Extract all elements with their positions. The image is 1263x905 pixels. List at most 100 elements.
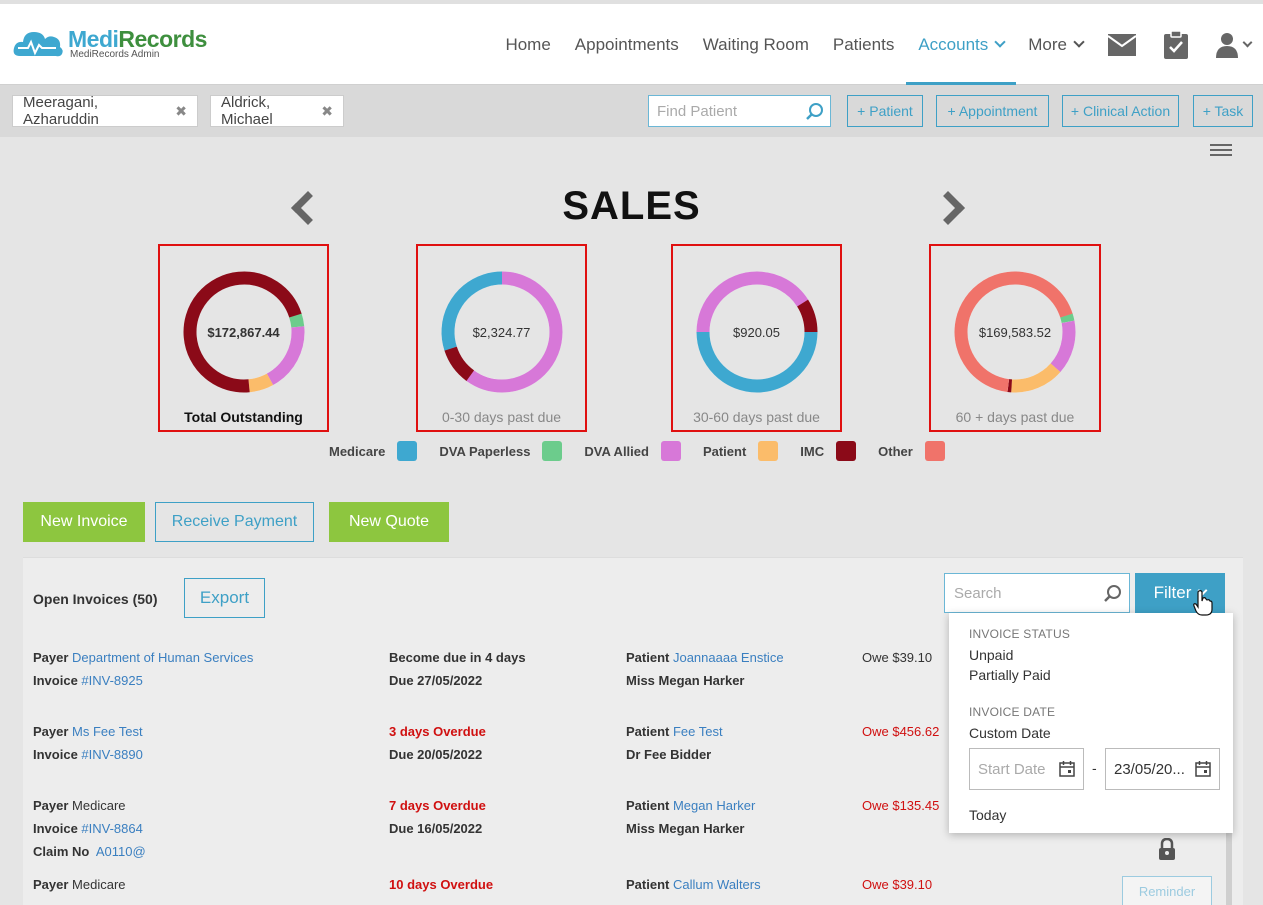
- add-appointment-button[interactable]: + Appointment: [936, 95, 1049, 127]
- due-status: 3 days Overdue: [389, 724, 486, 739]
- calendar-icon[interactable]: [1195, 760, 1211, 781]
- end-date-input[interactable]: 23/05/20...: [1105, 748, 1220, 790]
- filter-option-custom-date[interactable]: Custom Date: [969, 725, 1051, 741]
- reminder-button[interactable]: Reminder: [1122, 876, 1212, 905]
- invoice-date-heading: INVOICE DATE: [969, 705, 1056, 719]
- doctor-name: Dr Fee Bidder: [626, 747, 712, 762]
- payer-name: Medicare: [72, 877, 126, 892]
- donut-segment-imc: [183, 271, 304, 393]
- user-menu[interactable]: [1203, 4, 1263, 85]
- due-status: 10 days Overdue: [389, 877, 494, 892]
- nav-waiting-room[interactable]: Waiting Room: [702, 34, 809, 54]
- add-clinical-action-button[interactable]: + Clinical Action: [1062, 95, 1179, 127]
- cloud-logo-icon: [12, 26, 64, 60]
- filter-option-partially-paid[interactable]: Partially Paid: [969, 667, 1051, 683]
- sales-title: SALES: [562, 184, 701, 228]
- patient-tab[interactable]: Meeragani, Azharuddin ✖: [12, 94, 198, 128]
- calendar-icon[interactable]: [1059, 760, 1075, 781]
- doctor-name: Miss Megan Harker: [626, 673, 745, 688]
- nav-patients[interactable]: Patients: [832, 34, 895, 54]
- donut-chart: [183, 271, 304, 393]
- start-date-input[interactable]: Start Date: [969, 748, 1084, 790]
- owe-amount: Owe $135.45: [862, 798, 940, 813]
- filter-option-unpaid[interactable]: Unpaid: [969, 647, 1014, 663]
- due-status: Become due in 4 days: [389, 650, 526, 665]
- claim-link[interactable]: A0110@: [95, 844, 146, 859]
- donut-60-plus-days: $169,583.52 60 + days past due: [929, 244, 1101, 432]
- invoice-link[interactable]: #INV-8864: [81, 821, 143, 836]
- donut-segment-dva-allied: [441, 271, 562, 393]
- nav-accounts[interactable]: Accounts: [906, 4, 1017, 85]
- search-icon: [805, 102, 825, 126]
- top-navbar: MediRecords MediRecords Admin Home Appoi…: [0, 0, 1263, 85]
- donut-30-60-days: $920.05 30-60 days past due: [671, 244, 842, 432]
- close-icon[interactable]: ✖: [175, 102, 187, 119]
- payer-link[interactable]: Department of Human Services: [72, 650, 254, 665]
- hamburger-menu-icon[interactable]: [1210, 144, 1232, 159]
- logo-subtitle: MediRecords Admin: [70, 49, 160, 60]
- clipboard-check-icon[interactable]: [1149, 4, 1203, 85]
- nav-home[interactable]: Home: [505, 34, 551, 54]
- owe-amount: Owe $456.62: [862, 724, 940, 739]
- donut-segment-imc: [954, 271, 1076, 393]
- lock-icon: [1158, 837, 1176, 865]
- patient-link[interactable]: Callum Walters: [672, 877, 761, 892]
- chevron-down-icon: [994, 36, 1006, 48]
- donut-chart: [441, 271, 562, 393]
- add-patient-button[interactable]: + Patient: [847, 95, 923, 127]
- donut-segment-patient: [954, 271, 1076, 393]
- new-invoice-button[interactable]: New Invoice: [23, 502, 145, 542]
- legend-label: Medicare: [329, 443, 386, 459]
- add-task-button[interactable]: + Task: [1193, 95, 1253, 127]
- hand-cursor-icon: [1193, 590, 1213, 621]
- donut-segment-other: [954, 271, 1076, 393]
- export-button[interactable]: Export: [184, 578, 265, 618]
- due-status: 7 days Overdue: [389, 798, 486, 813]
- new-quote-button[interactable]: New Quote: [329, 502, 449, 542]
- due-date: Due 27/05/2022: [389, 673, 483, 688]
- donut-label: Total Outstanding: [184, 409, 303, 425]
- donut-label: 30-60 days past due: [693, 409, 820, 425]
- filter-option-today[interactable]: Today: [969, 807, 1007, 823]
- payer-name: Medicare: [72, 798, 126, 813]
- main-nav: Home Appointments Waiting Room Patients …: [493, 4, 1263, 85]
- donut-segment-imc: [441, 271, 562, 393]
- due-date: Due 20/05/2022: [389, 747, 483, 762]
- patient-link[interactable]: Joannaaaa Enstice: [672, 650, 784, 665]
- open-invoices-title: Open Invoices (50): [33, 591, 158, 607]
- invoice-link[interactable]: #INV-8890: [81, 747, 143, 762]
- owe-amount: Owe $39.10: [862, 877, 933, 892]
- donut-value: $169,583.52: [978, 325, 1052, 340]
- close-icon[interactable]: ✖: [321, 102, 333, 119]
- donut-segment-dva-allied: [696, 271, 817, 393]
- user-icon: [1215, 32, 1238, 58]
- patient-bar: Meeragani, Azharuddin ✖ Aldrick, Michael ✖…: [0, 85, 1263, 137]
- donut-total-outstanding: $172,867.44 Total Outstanding: [158, 244, 329, 432]
- patient-link[interactable]: Fee Test: [672, 724, 723, 739]
- nav-more[interactable]: More: [1016, 4, 1095, 85]
- app-logo[interactable]: MediRecords MediRecords Admin: [12, 26, 207, 60]
- patient-tab[interactable]: Aldrick, Michael ✖: [210, 94, 344, 128]
- search-icon: [1103, 584, 1123, 608]
- receive-payment-button[interactable]: Receive Payment: [155, 502, 314, 542]
- invoice-link[interactable]: #INV-8925: [81, 673, 143, 688]
- patient-link[interactable]: Megan Harker: [672, 798, 756, 813]
- legend-label: IMC: [800, 443, 825, 459]
- donut-0-30-days: $2,324.77 0-30 days past due: [416, 244, 587, 432]
- legend-swatch: [542, 441, 563, 461]
- invoice-search-input[interactable]: Search: [944, 573, 1130, 613]
- filter-dropdown: INVOICE STATUS Unpaid Partially Paid INV…: [949, 613, 1233, 833]
- donut-value: $172,867.44: [207, 325, 280, 340]
- payer-link[interactable]: Ms Fee Test: [72, 724, 143, 739]
- donut-value: $920.05: [733, 325, 780, 340]
- mail-icon[interactable]: [1095, 4, 1149, 85]
- donut-value: $2,324.77: [472, 325, 531, 340]
- date-range-separator: -: [1092, 760, 1097, 776]
- legend-swatch: [924, 441, 945, 461]
- legend-swatch: [836, 441, 857, 461]
- find-patient-input[interactable]: Find Patient: [648, 95, 831, 127]
- legend-swatch: [758, 441, 779, 461]
- nav-appointments[interactable]: Appointments: [574, 34, 679, 54]
- invoice-status-heading: INVOICE STATUS: [969, 627, 1071, 641]
- legend-label: Other: [878, 443, 913, 459]
